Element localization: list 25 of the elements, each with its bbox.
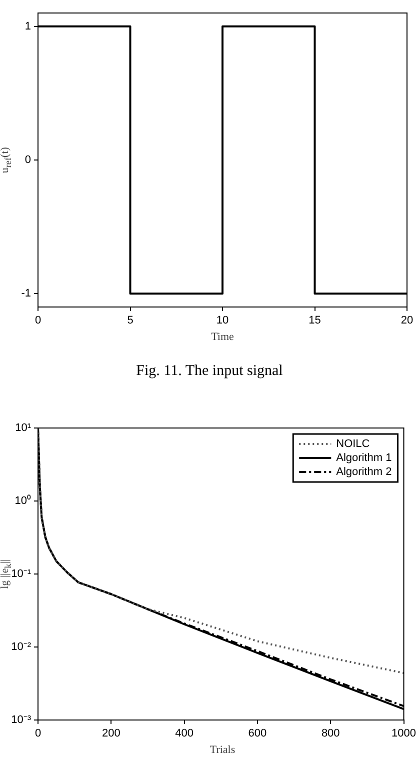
x-axis-title: Trials — [208, 744, 236, 756]
x-tick-label: 0 — [34, 728, 42, 740]
y-tick-label: -1 — [21, 288, 31, 300]
y-tick-label: 10⁻³ — [11, 714, 32, 726]
legend-label: Algorithm 2 — [336, 466, 392, 478]
x-tick-label: 400 — [175, 728, 194, 740]
y-tick-label: 0 — [24, 154, 31, 166]
x-axis-title: Time — [210, 331, 235, 343]
x-tick-label: 200 — [102, 728, 120, 740]
legend-label: NOILC — [336, 438, 370, 450]
x-tick-label: 10 — [216, 314, 229, 327]
y-tick-label: 10¹ — [15, 422, 32, 434]
y-tick-label: 10⁰ — [14, 494, 31, 508]
x-tick-label: 1000 — [392, 728, 416, 740]
x-tick-label: 15 — [308, 314, 321, 327]
legend-label: Algorithm 1 — [336, 452, 392, 464]
y-tick-label: 10⁻¹ — [11, 568, 32, 580]
y-tick-label: 1 — [24, 20, 31, 32]
y-tick-label: 10⁻² — [11, 641, 32, 654]
caption: Fig. 11. The input signal — [135, 363, 284, 380]
x-tick-label: 20 — [400, 314, 414, 327]
x-tick-label: 600 — [248, 728, 267, 740]
x-tick-label: 5 — [127, 314, 134, 327]
x-tick-label: 800 — [321, 728, 340, 740]
x-tick-label: 0 — [34, 314, 42, 327]
